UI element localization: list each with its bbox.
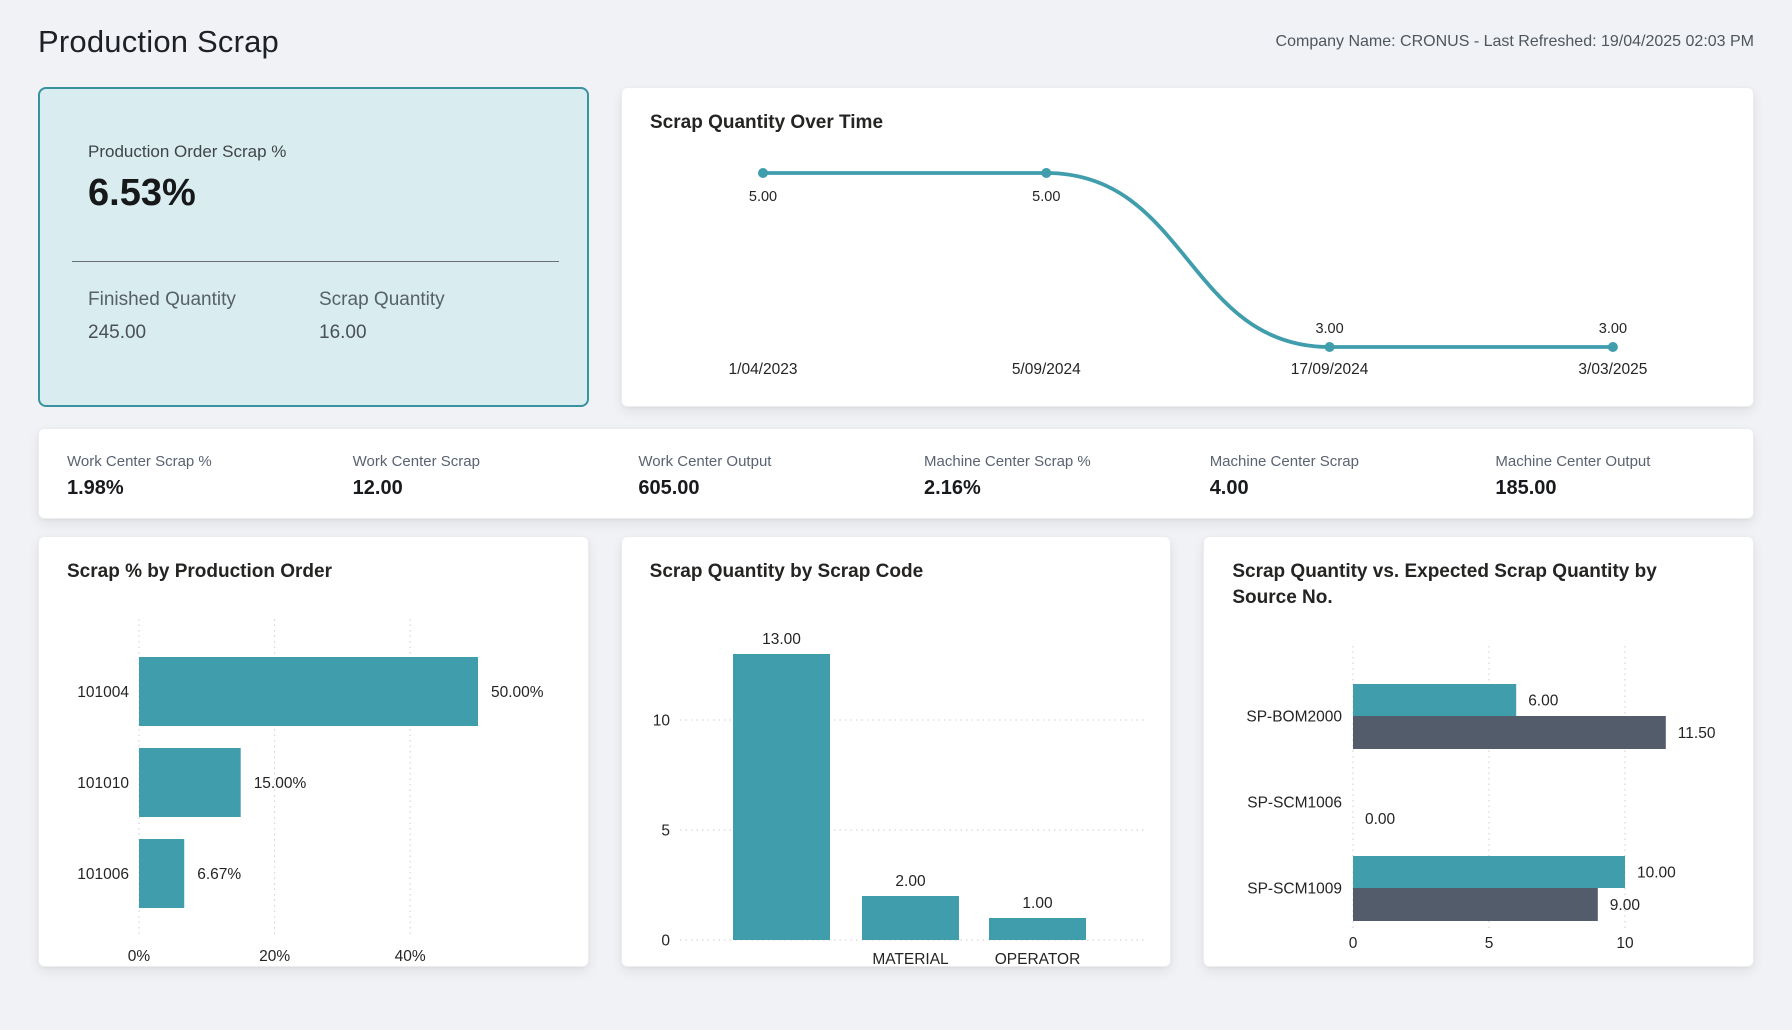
scrap-by-production-order-chart[interactable]: 0% 20% 40% 101004 50.00% 101010 15.00% 101006 6.… [67,585,561,967]
chart-title: Scrap Quantity vs. Expected Scrap Quanti… [1232,561,1657,608]
data-label: 50.00% [491,684,544,701]
data-label: 6.67% [197,866,241,883]
kpi-divider [72,261,559,262]
chart-title: Scrap Quantity Over Time [650,112,884,133]
strip-metric-value: 605.00 [638,477,700,499]
line-point-17/09/2024[interactable] [1324,342,1335,352]
x-axis-label: 20% [259,948,290,965]
data-label: 10.00 [1637,865,1676,882]
scrap-over-time-chart[interactable]: 5.00 1/04/2023 5.00 5/09/2024 3.00 17/09/2024… [650,136,1724,407]
strip-metric-machine-center-output: Machine Center Output 185.00 [1467,429,1753,518]
category-label: OPERATOR [994,951,1080,967]
kpi-detail-value: 16.00 [319,322,367,343]
x-axis-label: 5 [1485,935,1494,952]
kpi-label: Production Order Scrap % [88,142,287,161]
y-axis-label: 0 [661,933,670,950]
x-axis-label: 40% [395,948,426,965]
strip-metric-machine-center-scrap: Machine Center Scrap % 2.16% [896,429,1182,518]
category-label: 101004 [77,684,129,701]
scrap-over-time-card: Scrap Quantity Over Time 5.00 1/04/2023 5.… [621,87,1754,407]
scrap-by-production-order-card: Scrap % by Production Order 0% 20% 40% 1010… [38,536,589,967]
category-label: 101010 [77,775,129,792]
line-point-1/04/2023[interactable] [758,168,768,178]
bar-expected-SP-SCM1009[interactable] [1353,888,1599,921]
strip-metric-value: 4.00 [1209,477,1249,499]
strip-metric-work-center-output: Work Center Output 605.00 [610,429,896,518]
strip-metric-value: 1.98% [67,477,124,499]
production-order-scrap-kpi-card[interactable]: Production Order Scrap % 6.53% Finished … [38,87,589,407]
kpi-details: Finished Quantity 245.00 Scrap Quantity 16.… [88,288,557,345]
data-label: 9.00 [1610,897,1641,914]
strip-metric-work-center-scrap: Work Center Scrap 12.00 [325,429,611,518]
category-label: SP-SCM1009 [1248,881,1343,898]
strip-metric-value: 12.00 [352,477,403,499]
line-point-3/03/2025[interactable] [1607,342,1618,352]
bar-scrap-SP-SCM1009[interactable] [1353,856,1626,888]
line-point-5/09/2024[interactable] [1041,168,1052,178]
strip-metric-label: Machine Center Scrap [1209,453,1359,470]
chart-title: Scrap Quantity by Scrap Code [649,561,924,582]
kpi-value: 6.53% [88,172,196,214]
kpi-detail-label: Scrap Quantity [319,289,445,310]
category-label: SP-SCM1006 [1248,795,1343,812]
y-axis-label: 10 [652,713,670,730]
x-axis-label: 0 [1349,935,1358,952]
data-label: 5.00 [1032,189,1060,205]
strip-metric-label: Work Center Output [638,453,772,470]
category-label: 101006 [77,866,129,883]
kpi-detail-value: 245.00 [88,322,147,343]
company-last-refreshed: Company Name: CRONUS - Last Refreshed: 1… [1275,33,1754,50]
bar-101004[interactable] [139,657,478,726]
x-axis-label: 0% [128,948,151,965]
strip-metric-work-center-scrap: Work Center Scrap % 1.98% [39,429,325,518]
strip-metric-label: Work Center Scrap [352,453,480,470]
data-label: 2.00 [895,873,926,890]
bar-101010[interactable] [139,748,241,817]
bottom-row: Scrap % by Production Order 0% 20% 40% 1010… [38,536,1755,967]
kpi-detail-label: Finished Quantity [88,289,236,310]
x-axis-label: 5/09/2024 [1012,361,1081,378]
strip-metric-value: 2.16% [924,477,981,499]
scrap-by-scrap-code-card: Scrap Quantity by Scrap Code 0 5 10 13.00 2.… [620,536,1172,967]
scrap-by-scrap-code-chart[interactable]: 0 5 10 13.00 2.00 MATERIAL 1.00 OPERATOR [650,585,1144,967]
bar-101006[interactable] [139,839,185,908]
top-row: Production Order Scrap % 6.53% Finished … [38,87,1754,407]
data-label: 0.00 [1365,811,1396,828]
data-label: 1.00 [1022,895,1053,912]
chart-title: Scrap % by Production Order [67,561,332,582]
kpi-detail-0: Finished Quantity 245.00 [88,288,319,345]
data-label: 13.00 [762,631,801,648]
strip-metric-label: Machine Center Scrap % [924,453,1091,470]
bar-scrap-SP-BOM2000[interactable] [1353,684,1517,716]
data-label: 15.00% [254,775,307,792]
production-scrap-dashboard: Production Scrap Company Name: CRONUS - … [38,22,1755,967]
kpi-strip: Work Center Scrap % 1.98% Work Center Scra… [38,428,1754,519]
kpi-detail-1: Scrap Quantity 16.00 [319,288,557,345]
strip-metric-machine-center-scrap: Machine Center Scrap 4.00 [1182,429,1468,518]
x-axis-label: 1/04/2023 [729,361,798,378]
x-axis-label: 3/03/2025 [1578,361,1647,378]
bar-expected-SP-BOM2000[interactable] [1353,716,1667,749]
category-label: SP-BOM2000 [1247,709,1343,726]
x-axis-label: 10 [1617,935,1635,952]
data-label: 11.50 [1678,725,1716,742]
y-axis-label: 5 [661,823,670,840]
page-title: Production Scrap [38,24,279,59]
data-label: 3.00 [1599,321,1627,337]
category-label: MATERIAL [872,951,949,967]
bar-OPERATOR[interactable] [988,918,1086,940]
dashboard-header: Production Scrap Company Name: CRONUS - … [38,22,1754,62]
scrap-vs-expected-chart[interactable]: 0 5 10 SP-BOM2000 6.00 11.50 SP-SCM1006 0.00 SP-… [1232,627,1726,962]
bar-blank[interactable] [732,654,830,940]
strip-metric-label: Machine Center Output [1495,453,1651,470]
data-label: 6.00 [1529,693,1560,710]
data-label: 5.00 [749,189,777,205]
bar-MATERIAL[interactable] [861,896,959,940]
strip-metric-label: Work Center Scrap % [67,453,212,470]
data-label: 3.00 [1315,321,1343,337]
x-axis-label: 17/09/2024 [1291,361,1369,378]
strip-metric-value: 185.00 [1495,477,1557,499]
scrap-vs-expected-card: Scrap Quantity vs. Expected Scrap Quanti… [1203,536,1755,967]
